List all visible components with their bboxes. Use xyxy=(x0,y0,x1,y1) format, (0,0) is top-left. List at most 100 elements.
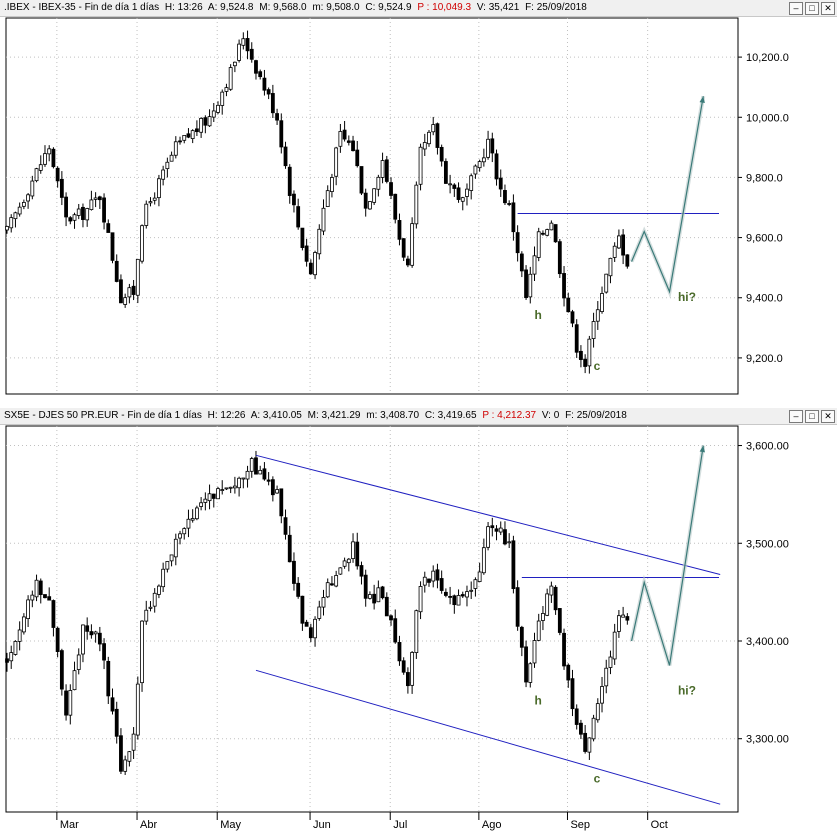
minimize-icon[interactable]: – xyxy=(789,2,803,15)
candle-body xyxy=(587,737,592,753)
candle-body xyxy=(321,597,326,608)
candle-body xyxy=(490,525,495,529)
ibex-symbol: .IBEX - IBEX-35 - Fin de día 1 días xyxy=(4,2,160,13)
candle-body xyxy=(600,686,604,704)
candle-body xyxy=(595,703,600,721)
candle-body xyxy=(224,487,229,490)
candle-body xyxy=(304,621,309,627)
candle-body xyxy=(384,159,389,182)
candle-body xyxy=(541,613,545,621)
candle-body xyxy=(473,165,478,175)
candle-body xyxy=(232,485,237,489)
candle-body xyxy=(283,517,288,535)
projection-path xyxy=(630,445,704,666)
candle-body xyxy=(368,201,372,210)
candle-body xyxy=(524,269,528,299)
candle-body xyxy=(249,458,254,472)
candle-body xyxy=(182,528,187,535)
close-icon[interactable]: ✕ xyxy=(821,410,835,423)
candle-body xyxy=(308,627,313,639)
candle-body xyxy=(190,130,195,139)
candle-body xyxy=(389,182,393,196)
candle-body xyxy=(536,620,541,641)
ibex-minimo: m: 9,508.0 xyxy=(312,2,360,13)
candle-body xyxy=(313,252,317,276)
sx5e-panel: SX5E - DJES 50 PR.EUR - Fin de día 1 día… xyxy=(0,408,837,834)
candle-body xyxy=(359,166,364,194)
maximize-icon[interactable]: □ xyxy=(805,410,819,423)
candle-body xyxy=(515,587,520,627)
candle-body xyxy=(524,646,528,683)
candle-body xyxy=(401,238,406,258)
candle-body xyxy=(507,203,512,205)
candle-body xyxy=(131,285,136,295)
candle-body xyxy=(456,187,461,200)
candle-body xyxy=(372,593,377,604)
y-tick-label: 3,500.00 xyxy=(746,538,789,550)
candle-body xyxy=(465,591,469,598)
candle-body xyxy=(562,273,566,299)
candle-body xyxy=(355,541,360,567)
ibex-p: P : 10,049.3 xyxy=(417,2,472,13)
candle-body xyxy=(38,164,43,171)
candle-body xyxy=(325,190,330,207)
candle-body xyxy=(452,595,457,606)
candle-body xyxy=(380,586,385,599)
candle-body xyxy=(140,225,144,262)
candle-body xyxy=(617,235,621,249)
candle-body xyxy=(401,660,406,673)
candle-body xyxy=(228,486,233,489)
candle-body xyxy=(258,71,263,78)
candle-body xyxy=(452,184,457,189)
candle-body xyxy=(279,488,284,517)
candle-body xyxy=(266,479,271,482)
candle-body xyxy=(304,245,309,262)
candle-body xyxy=(89,631,94,636)
candle-body xyxy=(465,188,469,197)
candle-body xyxy=(448,595,453,598)
x-tick-label: Abr xyxy=(140,819,157,831)
candle-body xyxy=(135,683,140,736)
candle-body xyxy=(178,140,182,143)
candle-body xyxy=(494,153,499,180)
candle-body xyxy=(469,589,474,592)
candle-body xyxy=(173,538,178,558)
candle-body xyxy=(553,224,558,243)
candle-body xyxy=(135,258,140,296)
candle-body xyxy=(76,654,81,670)
candle-body xyxy=(557,241,562,275)
candle-body xyxy=(321,207,326,232)
candle-body xyxy=(486,138,490,158)
candle-body xyxy=(245,38,250,52)
candle-body xyxy=(93,631,98,635)
candle-body xyxy=(165,561,170,570)
minimize-icon[interactable]: – xyxy=(789,410,803,423)
candle-body xyxy=(587,338,592,367)
candle-body xyxy=(72,670,77,691)
candle-body xyxy=(439,578,444,591)
candle-body xyxy=(528,273,533,298)
plot-area xyxy=(5,425,739,813)
candle-body xyxy=(38,580,43,595)
candle-body xyxy=(85,208,90,221)
close-icon[interactable]: ✕ xyxy=(821,2,835,15)
candle-body xyxy=(178,533,182,539)
candle-body xyxy=(393,618,398,643)
candle-body xyxy=(566,297,571,313)
candle-body xyxy=(431,124,436,133)
candle-body xyxy=(292,560,296,584)
candle-body xyxy=(414,184,419,225)
candle-body xyxy=(97,632,102,645)
candle-body xyxy=(612,631,617,660)
candle-body xyxy=(528,663,533,683)
candle-body xyxy=(330,583,334,586)
candle-body xyxy=(26,194,31,202)
candle-body xyxy=(574,708,579,725)
candle-body xyxy=(351,541,355,559)
candle-body xyxy=(317,606,322,619)
maximize-icon[interactable]: □ xyxy=(805,2,819,15)
candle-body xyxy=(241,38,246,46)
candle-body xyxy=(549,585,554,596)
candle-body xyxy=(119,279,123,304)
